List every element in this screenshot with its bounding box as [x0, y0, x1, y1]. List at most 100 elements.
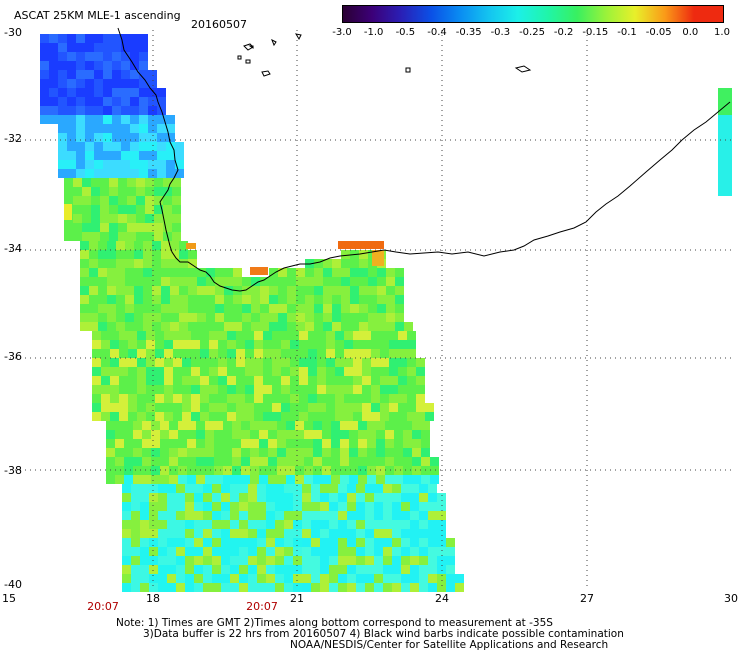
- swath-cell: [191, 385, 200, 394]
- swath-cell: [412, 430, 421, 439]
- swath-cell: [224, 304, 233, 313]
- swath-cell: [124, 475, 133, 484]
- swath-cell: [335, 412, 344, 421]
- swath-cell: [250, 466, 259, 475]
- swath-cell: [112, 79, 121, 88]
- swath-cell: [275, 565, 284, 574]
- swath-cell: [430, 466, 439, 475]
- swath-cell: [356, 520, 365, 529]
- swath-cell: [358, 475, 367, 484]
- swath-cell: [172, 196, 181, 205]
- swath-cell: [365, 502, 374, 511]
- swath-cell: [296, 322, 305, 331]
- swath-cell: [143, 277, 152, 286]
- swath-cell: [239, 502, 248, 511]
- swath-cell: [308, 394, 317, 403]
- swath-cell: [188, 322, 197, 331]
- swath-cell: [407, 331, 416, 340]
- swath-cell: [401, 556, 410, 565]
- swath-cell: [82, 187, 91, 196]
- swath-cell: [206, 268, 215, 277]
- swath-cell: [80, 241, 89, 250]
- swath-cell: [718, 124, 732, 133]
- swath-cell: [131, 583, 140, 592]
- swath-cell: [383, 484, 392, 493]
- swath-cell: [317, 412, 326, 421]
- swath-cell: [428, 574, 437, 583]
- swath-cell: [94, 106, 103, 115]
- swath-cell: [349, 466, 358, 475]
- swath-cell: [221, 547, 230, 556]
- swath-cell: [299, 340, 308, 349]
- swath-cell: [259, 466, 268, 475]
- swath-cell: [140, 556, 149, 565]
- swath-cell: [245, 403, 254, 412]
- swath-cell: [85, 151, 94, 160]
- swath-cell: [197, 295, 206, 304]
- swath-cell: [167, 484, 176, 493]
- swath-cell: [374, 511, 383, 520]
- swath-cell: [281, 403, 290, 412]
- swath-cell: [284, 529, 293, 538]
- swath-cell: [311, 556, 320, 565]
- swath-cell: [329, 529, 338, 538]
- swath-cell: [119, 358, 128, 367]
- swath-cell: [157, 88, 166, 97]
- swath-cell: [403, 421, 412, 430]
- swath-cell: [185, 556, 194, 565]
- swath-cell: [275, 574, 284, 583]
- swath-cell: [233, 268, 242, 277]
- swath-cell: [398, 403, 407, 412]
- swath-cell: [179, 268, 188, 277]
- swath-cell: [392, 547, 401, 556]
- swath-cell: [407, 340, 416, 349]
- swath-cell: [143, 241, 152, 250]
- swath-cell: [338, 556, 347, 565]
- swath-cell: [281, 367, 290, 376]
- swath-cell: [152, 250, 161, 259]
- swath-cell: [250, 421, 259, 430]
- swath-cell: [121, 142, 130, 151]
- swath-cell: [407, 349, 416, 358]
- swath-cell: [143, 259, 152, 268]
- swath-cell: [127, 232, 136, 241]
- swath-cell: [383, 556, 392, 565]
- swath-cell: [340, 421, 349, 430]
- swath-cell: [203, 520, 212, 529]
- swath-cell: [389, 349, 398, 358]
- swath-cell: [314, 259, 323, 268]
- swath-cell: [128, 367, 137, 376]
- swath-cell: [320, 484, 329, 493]
- swath-cell: [148, 169, 157, 178]
- swath-cell: [287, 313, 296, 322]
- swath-cell: [374, 520, 383, 529]
- swath-cell: [206, 295, 215, 304]
- swath-cell: [299, 385, 308, 394]
- swath-cell: [416, 412, 425, 421]
- swath-cell: [340, 475, 349, 484]
- swath-cell: [179, 295, 188, 304]
- swath-cell: [254, 376, 263, 385]
- swath-cell: [100, 214, 109, 223]
- swath-cell: [139, 43, 148, 52]
- swath-cell: [446, 565, 455, 574]
- swath-cell: [365, 565, 374, 574]
- swath-cell: [383, 538, 392, 547]
- swath-cell: [232, 421, 241, 430]
- swath-cell: [124, 457, 133, 466]
- swath-cell: [130, 34, 139, 43]
- swath-cell: [407, 376, 416, 385]
- swath-cell: [221, 583, 230, 592]
- swath-cell: [308, 376, 317, 385]
- swath-cell: [187, 439, 196, 448]
- swath-cell: [200, 385, 209, 394]
- swath-cell: [365, 547, 374, 556]
- swath-cell: [125, 304, 134, 313]
- swath-cell: [82, 178, 91, 187]
- swath-cell: [372, 250, 384, 266]
- swath-cell: [248, 565, 257, 574]
- swath-cell: [188, 277, 197, 286]
- swath-cell: [40, 97, 49, 106]
- swath-cell: [134, 250, 143, 259]
- swath-cell: [254, 340, 263, 349]
